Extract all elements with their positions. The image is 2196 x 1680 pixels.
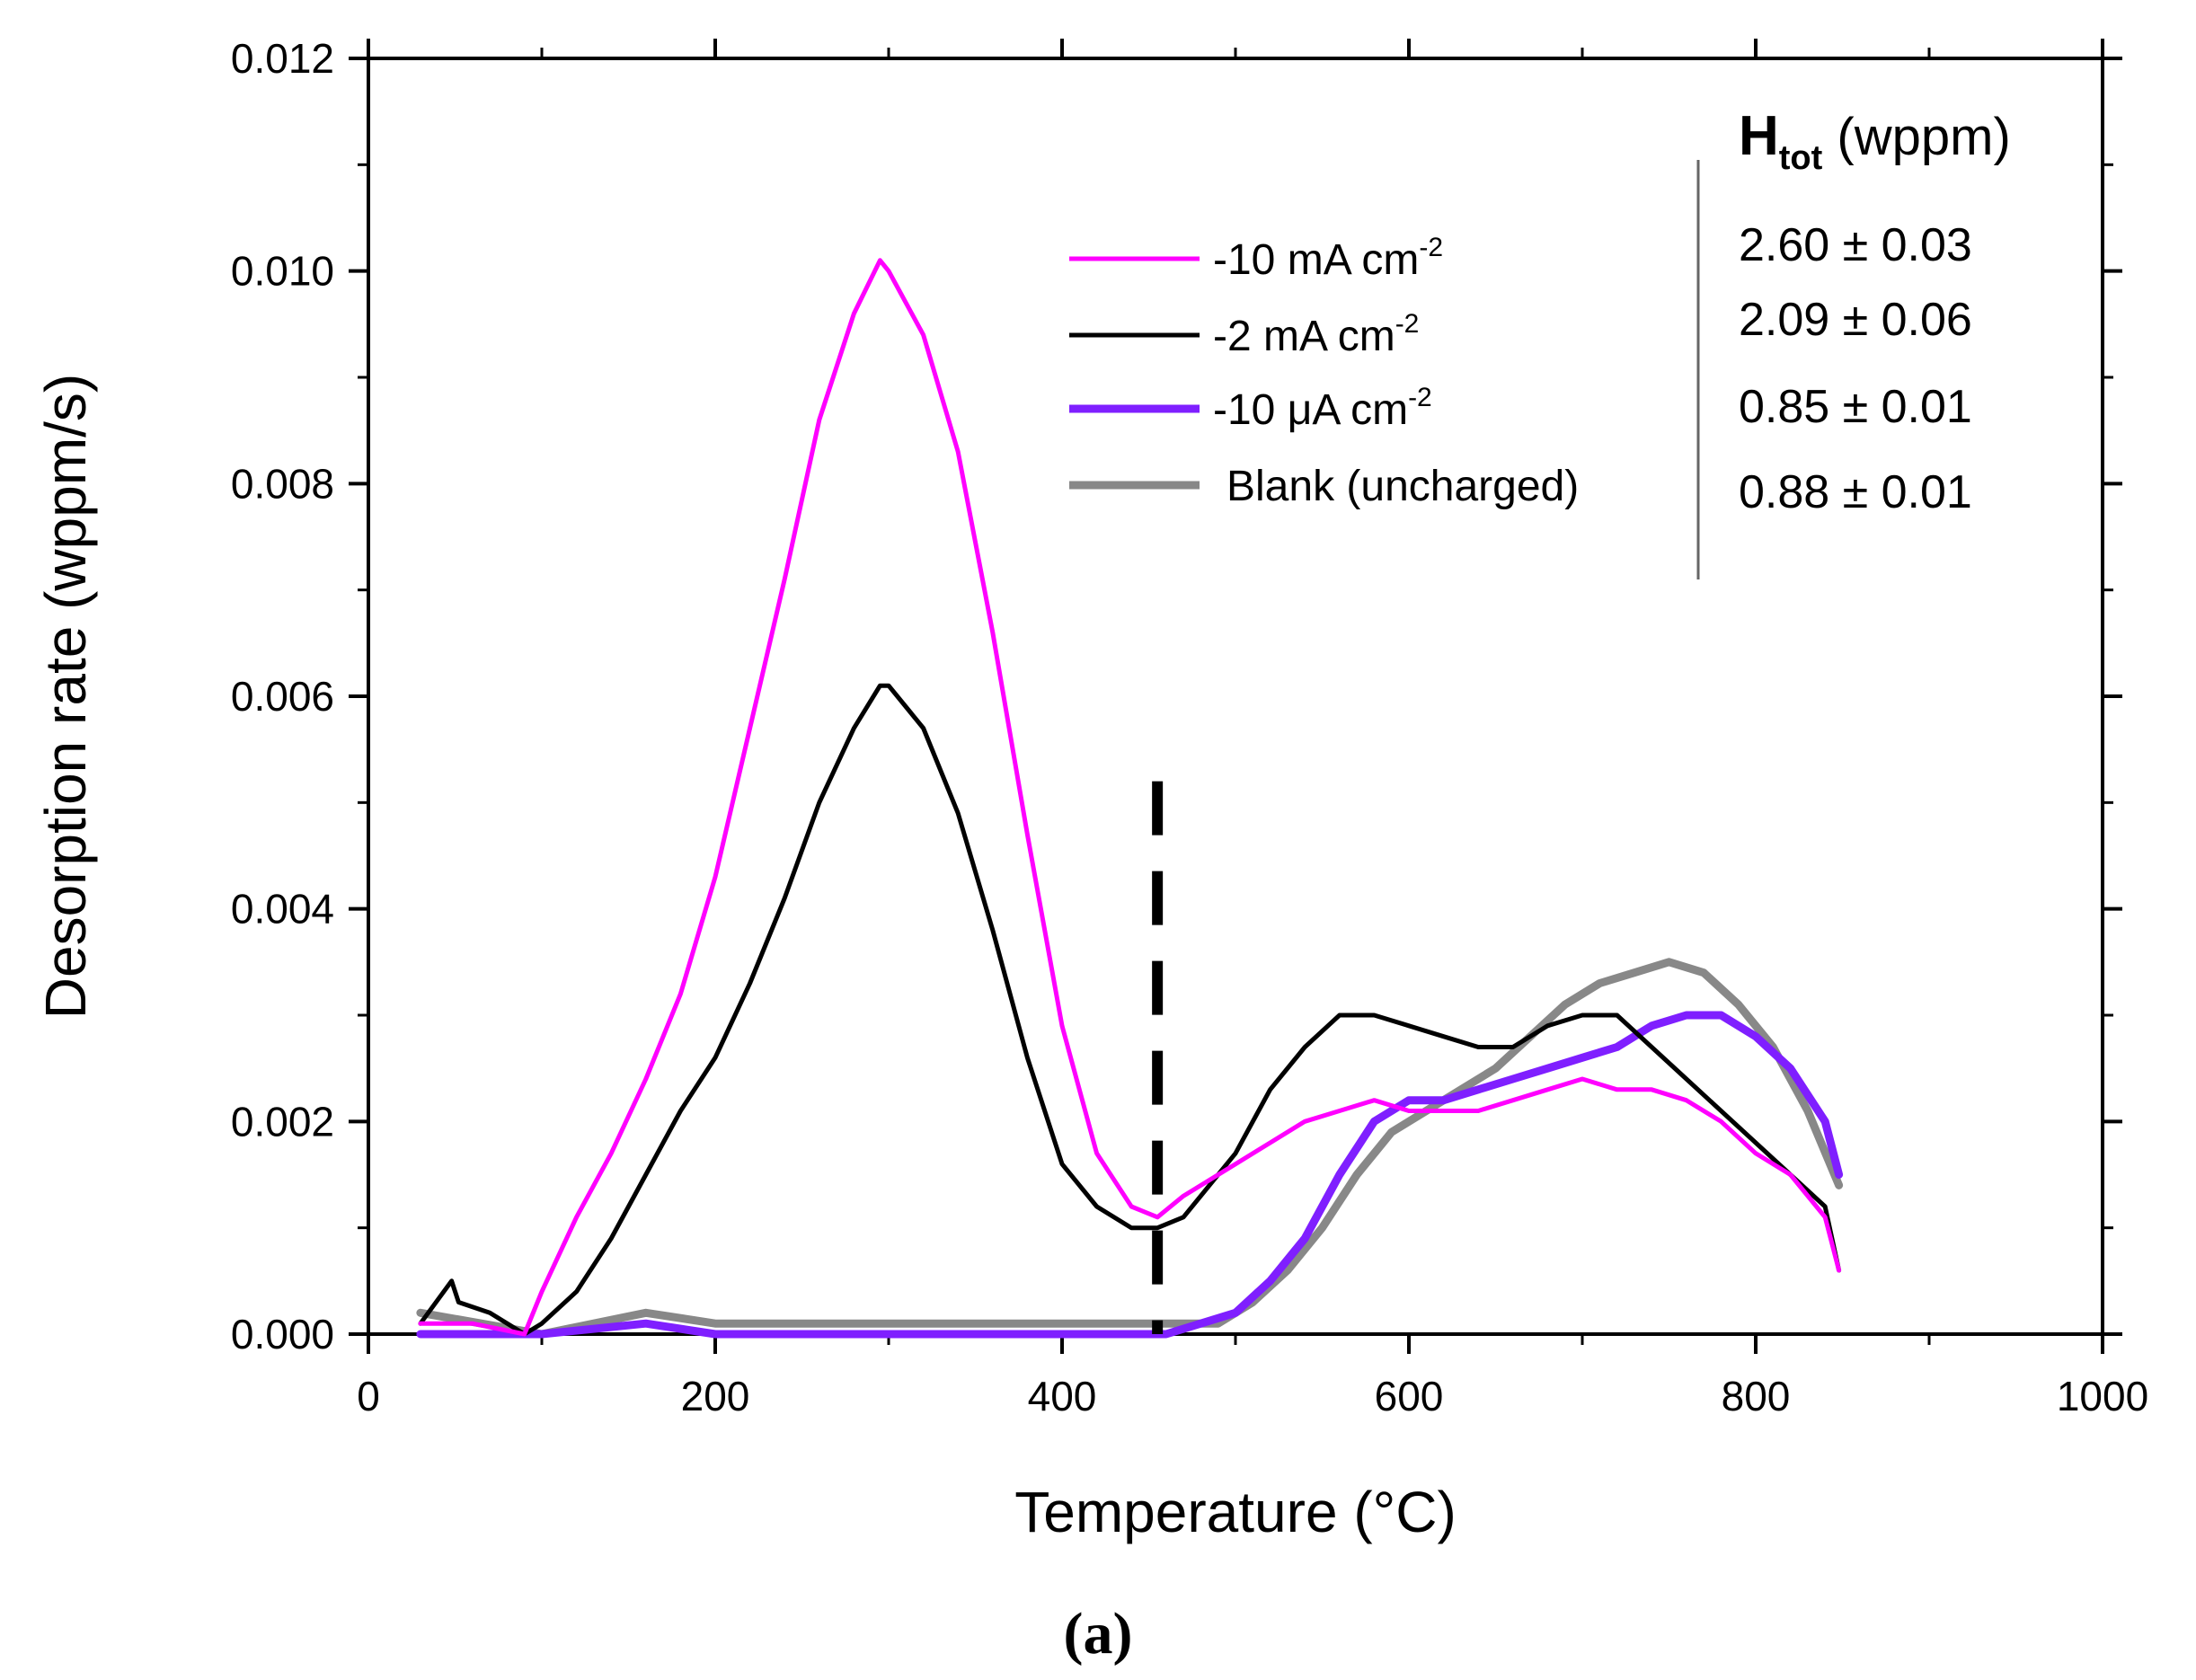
- y-tick-label: 0.010: [231, 248, 334, 295]
- x-tick-label: 0: [357, 1373, 380, 1419]
- y-tick-label: 0.012: [231, 35, 334, 82]
- y-ticks: 0.000 0.002 0.004 0.006 0.008 0.010 0.012: [231, 35, 2122, 1357]
- htot-header-main: H: [1739, 105, 1779, 167]
- htot-row-3: 0.88 ± 0.01: [1739, 466, 1972, 518]
- y-tick-label: 0.006: [231, 673, 334, 720]
- series-layer: [416, 258, 1844, 1339]
- htot-row-2: 0.85 ± 0.01: [1739, 381, 1972, 433]
- y-tick-label: 0.008: [231, 460, 334, 507]
- series-line-1: [418, 683, 1842, 1337]
- htot-table: Htot (wppm) 2.60 ± 0.03 2.09 ± 0.06 0.85 ±…: [1696, 105, 2011, 579]
- series-line-0: [418, 258, 1842, 1337]
- htot-header: Htot (wppm): [1739, 105, 2011, 177]
- x-tick-label: 400: [1028, 1373, 1097, 1419]
- legend-label-2: -10 μA cm-2: [1213, 383, 1432, 434]
- y-tick-label: 0.004: [231, 886, 334, 933]
- legend-label-1: -2 mA cm-2: [1213, 309, 1419, 360]
- series-line-3: [416, 958, 1844, 1339]
- htot-header-sub: tot: [1779, 139, 1823, 177]
- x-tick-label: 200: [681, 1373, 750, 1419]
- panel-label: (a): [1064, 1601, 1133, 1667]
- htot-row-1: 2.09 ± 0.06: [1739, 294, 1972, 346]
- x-tick-label: 1000: [2057, 1373, 2148, 1419]
- legend-label-0: -10 mA cm-2: [1213, 233, 1443, 284]
- y-tick-label: 0.002: [231, 1098, 334, 1145]
- x-axis-title: Temperature (°C): [1014, 1480, 1457, 1544]
- htot-row-0: 2.60 ± 0.03: [1739, 219, 1972, 271]
- x-tick-label: 600: [1375, 1373, 1444, 1419]
- y-axis-title: Desorption rate (wppm/s): [33, 374, 98, 1019]
- series-line-2: [416, 1011, 1844, 1339]
- htot-header-unit: (wppm): [1822, 108, 2010, 166]
- x-tick-label: 800: [1722, 1373, 1791, 1419]
- legend: -10 mA cm-2 -2 mA cm-2 -10 μA cm-2 Blank (u…: [1069, 233, 1579, 510]
- legend-label-3: Blank (uncharged): [1226, 463, 1579, 510]
- y-tick-label: 0.000: [231, 1311, 334, 1357]
